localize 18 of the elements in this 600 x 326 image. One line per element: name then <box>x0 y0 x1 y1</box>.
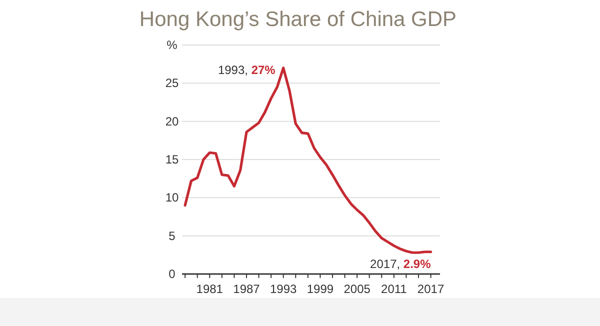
y-tick-label: 25 <box>165 76 179 90</box>
chart-title: Hong Kong’s Share of China GDP <box>139 8 457 31</box>
y-tick-label: 5 <box>168 228 176 243</box>
annotation: 1993, 27% <box>218 62 276 77</box>
y-tick-label: 20 <box>165 114 179 128</box>
line-series <box>184 66 432 254</box>
x-tick-label: 1999 <box>306 282 334 296</box>
annotation: 2017, 2.9% <box>370 256 432 271</box>
x-tick-label: 2005 <box>344 282 371 296</box>
x-tick-label: 2011 <box>381 282 408 296</box>
y-tick-label: 15 <box>165 152 179 166</box>
x-tick-label: 2017 <box>417 282 444 296</box>
y-tick-label: % <box>166 38 178 52</box>
y-tick-label: 10 <box>165 190 179 205</box>
x-tick-label: 1993 <box>270 282 298 296</box>
x-tick-label: 1981 <box>196 282 224 296</box>
y-tick-label: 0 <box>168 267 176 281</box>
x-tick-label: 1987 <box>233 282 260 296</box>
